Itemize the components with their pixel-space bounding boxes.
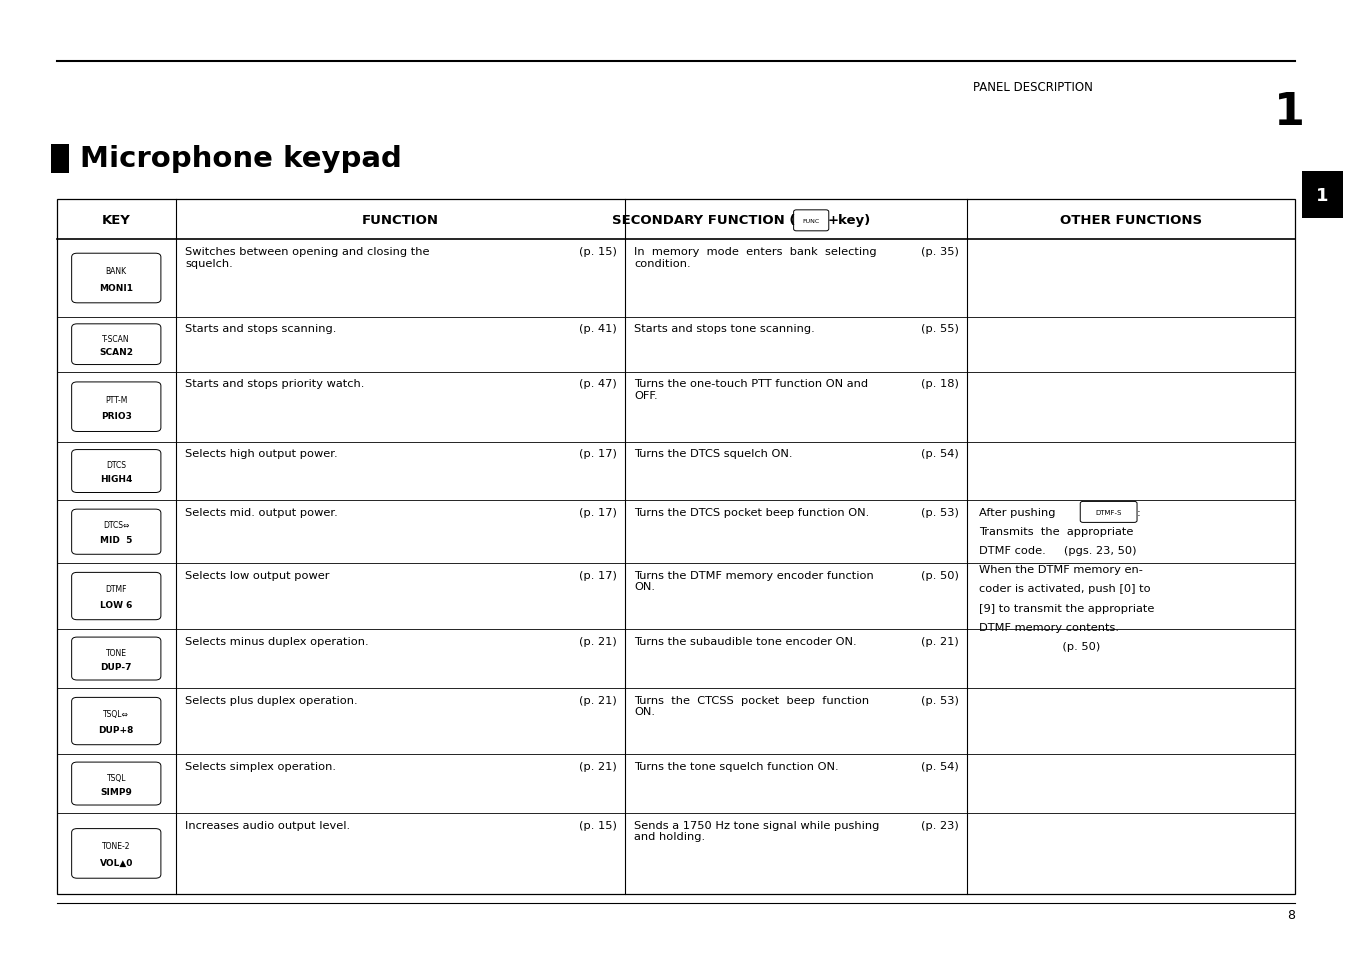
FancyBboxPatch shape [72,450,161,493]
Text: After pushing: After pushing [979,508,1059,517]
FancyBboxPatch shape [794,211,829,232]
Text: FUNCTION: FUNCTION [362,213,438,227]
Text: (p. 21): (p. 21) [579,761,617,771]
Text: (p. 21): (p. 21) [579,637,617,646]
Text: (p. 15): (p. 15) [579,820,617,830]
Text: SCAN2: SCAN2 [99,348,134,356]
Text: TSQL⇔: TSQL⇔ [103,710,130,719]
Text: 8: 8 [1287,908,1295,922]
Text: [9] to transmit the appropriate: [9] to transmit the appropriate [979,603,1155,613]
FancyBboxPatch shape [1080,502,1137,523]
Text: (p. 23): (p. 23) [921,820,959,830]
Text: DTCS⇔: DTCS⇔ [103,521,130,530]
FancyBboxPatch shape [72,573,161,620]
Text: Selects mid. output power.: Selects mid. output power. [185,508,338,517]
Text: Selects plus duplex operation.: Selects plus duplex operation. [185,695,358,705]
Text: DTCS: DTCS [107,460,126,470]
Bar [51,145,69,173]
Text: (p. 15): (p. 15) [579,247,617,256]
Text: Selects high output power.: Selects high output power. [185,449,338,458]
Text: :: : [1137,508,1141,517]
Text: Turns the tone squelch function ON.: Turns the tone squelch function ON. [634,761,838,771]
Text: LOW 6: LOW 6 [100,600,132,610]
FancyBboxPatch shape [72,510,161,555]
FancyBboxPatch shape [72,382,161,432]
Text: (p. 47): (p. 47) [579,379,617,389]
Text: (p. 18): (p. 18) [921,379,959,389]
Text: (p. 41): (p. 41) [579,324,617,334]
Text: TONE-2: TONE-2 [101,841,131,850]
Text: Microphone keypad: Microphone keypad [80,145,402,173]
Text: In  memory  mode  enters  bank  selecting
condition.: In memory mode enters bank selecting con… [634,247,876,269]
FancyBboxPatch shape [72,324,161,365]
Text: VOL▲0: VOL▲0 [100,859,132,867]
Text: Turns  the  CTCSS  pocket  beep  function
ON.: Turns the CTCSS pocket beep function ON. [634,695,869,717]
Text: (p. 17): (p. 17) [579,508,617,517]
Text: Switches between opening and closing the
squelch.: Switches between opening and closing the… [185,247,430,269]
Text: Turns the DTCS squelch ON.: Turns the DTCS squelch ON. [634,449,792,458]
Text: Turns the DTCS pocket beep function ON.: Turns the DTCS pocket beep function ON. [634,508,869,517]
Text: Starts and stops priority watch.: Starts and stops priority watch. [185,379,365,389]
Text: (p. 53): (p. 53) [921,695,959,705]
Text: (p. 21): (p. 21) [921,637,959,646]
Text: SECONDARY FUNCTION (: SECONDARY FUNCTION ( [612,213,795,227]
Text: HIGH4: HIGH4 [100,475,132,484]
Text: BANK: BANK [105,267,127,275]
Text: Starts and stops tone scanning.: Starts and stops tone scanning. [634,324,815,334]
Text: Selects simplex operation.: Selects simplex operation. [185,761,337,771]
FancyBboxPatch shape [72,698,161,745]
Text: MONI1: MONI1 [99,283,134,293]
Text: DTMF-S: DTMF-S [1095,509,1122,516]
Text: OTHER FUNCTIONS: OTHER FUNCTIONS [1060,213,1202,227]
Text: PRIO3: PRIO3 [101,412,131,421]
Text: (p. 50): (p. 50) [979,641,1101,651]
FancyBboxPatch shape [72,829,161,879]
FancyBboxPatch shape [72,762,161,805]
Text: DTMF code.     (pgs. 23, 50): DTMF code. (pgs. 23, 50) [979,546,1136,556]
Text: When the DTMF memory en-: When the DTMF memory en- [979,565,1142,575]
Text: PANEL DESCRIPTION: PANEL DESCRIPTION [973,81,1094,94]
Text: (p. 35): (p. 35) [921,247,959,256]
Text: (p. 54): (p. 54) [921,449,959,458]
Text: DTMF: DTMF [105,585,127,594]
Text: (p. 53): (p. 53) [921,508,959,517]
FancyBboxPatch shape [72,253,161,303]
Text: PTT-M: PTT-M [105,395,127,404]
Text: Increases audio output level.: Increases audio output level. [185,820,350,830]
Text: Selects low output power: Selects low output power [185,570,330,580]
Text: Turns the one-touch PTT function ON and
OFF.: Turns the one-touch PTT function ON and … [634,379,868,400]
Text: SIMP9: SIMP9 [100,787,132,796]
Text: DUP+8: DUP+8 [99,725,134,735]
Text: FUNC: FUNC [803,218,819,224]
Bar [57,200,1295,894]
Text: Starts and stops scanning.: Starts and stops scanning. [185,324,337,334]
Text: Sends a 1750 Hz tone signal while pushing
and holding.: Sends a 1750 Hz tone signal while pushin… [634,820,879,841]
Text: Transmits  the  appropriate: Transmits the appropriate [979,527,1133,537]
Text: (p. 54): (p. 54) [921,761,959,771]
Text: (p. 21): (p. 21) [579,695,617,705]
Text: TONE: TONE [105,648,127,657]
Text: TSQL: TSQL [107,773,126,781]
Text: 1: 1 [1315,187,1329,204]
Text: (p. 55): (p. 55) [921,324,959,334]
Text: +key): +key) [827,213,871,227]
Text: Turns the DTMF memory encoder function
ON.: Turns the DTMF memory encoder function O… [634,570,873,592]
Text: DTMF memory contents.: DTMF memory contents. [979,622,1119,632]
Text: KEY: KEY [101,213,131,227]
Text: DUP-7: DUP-7 [100,662,132,671]
Text: (p. 50): (p. 50) [921,570,959,580]
Text: coder is activated, push [0] to: coder is activated, push [0] to [979,584,1151,594]
Text: MID  5: MID 5 [100,536,132,545]
Bar [1302,172,1343,219]
FancyBboxPatch shape [72,638,161,680]
Text: (p. 17): (p. 17) [579,570,617,580]
Text: Selects minus duplex operation.: Selects minus duplex operation. [185,637,369,646]
Text: (p. 17): (p. 17) [579,449,617,458]
Text: 1: 1 [1274,91,1305,133]
Text: T-SCAN: T-SCAN [103,335,130,343]
Text: Turns the subaudible tone encoder ON.: Turns the subaudible tone encoder ON. [634,637,857,646]
